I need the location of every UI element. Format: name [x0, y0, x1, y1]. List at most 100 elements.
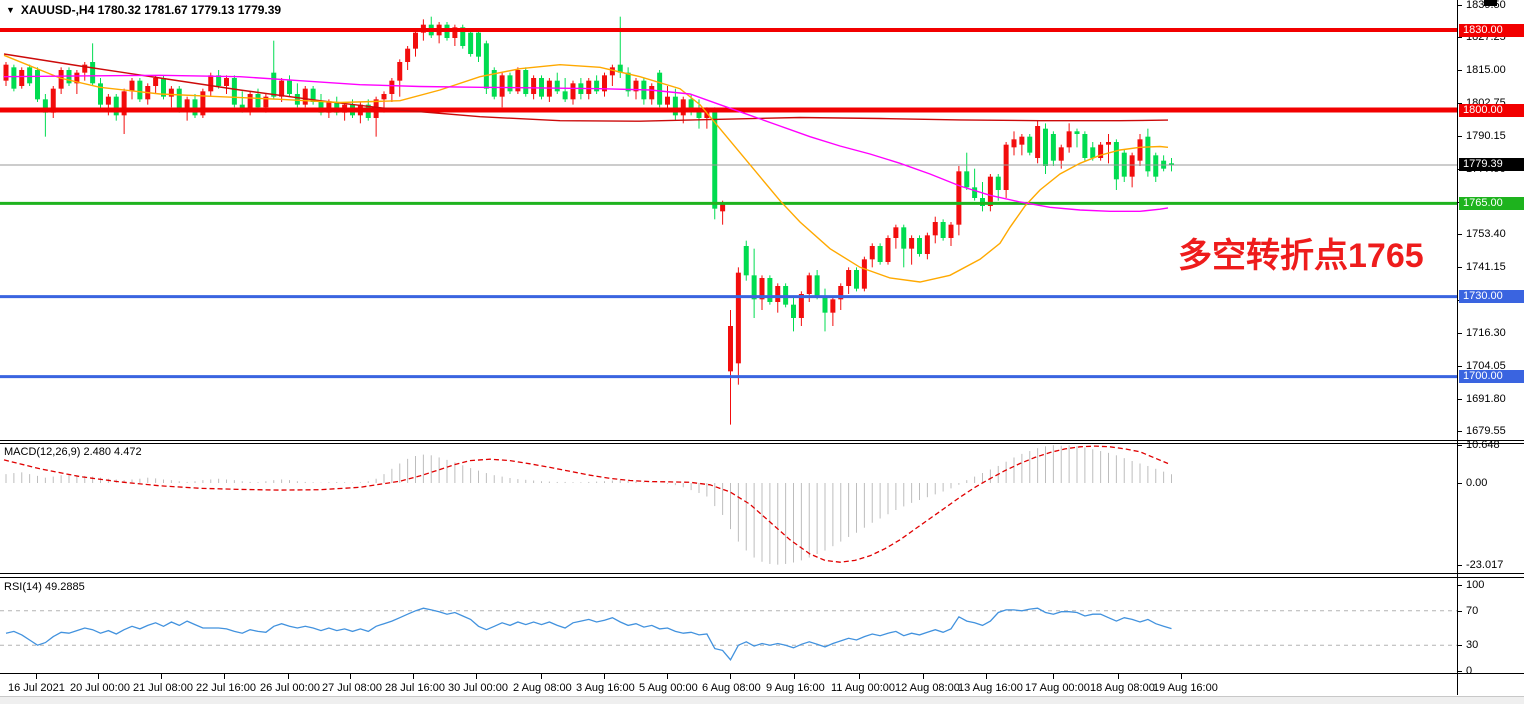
time-axis-label: 21 Jul 08:00 — [133, 682, 193, 694]
candle-body — [562, 91, 568, 100]
time-axis-tick — [794, 674, 795, 679]
candle-body — [302, 88, 308, 105]
candle-body — [3, 64, 9, 81]
candle-body — [964, 171, 970, 188]
time-axis-label: 30 Jul 00:00 — [448, 682, 508, 694]
rsi-axis-tick — [1457, 671, 1462, 672]
price-axis-tick — [1457, 37, 1462, 39]
candle-body — [263, 96, 269, 108]
symbol-quote-line: ▼ XAUUSD-,H4 1780.32 1781.67 1779.13 177… — [6, 3, 281, 17]
time-axis-label: 12 Aug 08:00 — [895, 682, 960, 694]
candle-body — [168, 88, 174, 97]
rsi-axis-tick — [1457, 585, 1462, 586]
candle-body — [649, 86, 655, 100]
candle-body — [531, 78, 537, 94]
time-axis-tick — [1053, 674, 1054, 679]
candle-body — [995, 176, 1001, 190]
ma-red-line — [3, 53, 1169, 122]
candle-body — [735, 272, 741, 364]
candle-body — [987, 176, 993, 206]
candle-body — [806, 275, 812, 294]
candle-body — [1058, 147, 1064, 161]
time-axis-tick — [667, 674, 668, 679]
candle-body — [1011, 139, 1017, 148]
candle-body — [625, 72, 631, 92]
candle-body — [1169, 163, 1174, 165]
price-chart-panel[interactable] — [0, 0, 1457, 443]
candle-body — [50, 88, 56, 113]
macd-axis-tick — [1457, 564, 1462, 566]
candle-body — [822, 296, 828, 313]
panel-separator[interactable] — [0, 577, 1524, 578]
candle-body — [609, 67, 615, 76]
candle-body — [885, 238, 891, 262]
macd-indicator-label: MACD(12,26,9) 2.480 4.472 — [4, 446, 142, 458]
candle-body — [184, 99, 190, 110]
time-axis-tick — [288, 674, 289, 679]
candle-body — [176, 88, 182, 110]
price-axis-line — [1457, 0, 1458, 695]
rsi-line — [5, 607, 1172, 661]
price-level-badge: 1779.39 — [1459, 158, 1524, 172]
candle-body — [814, 275, 820, 297]
symbol-quote-text: XAUUSD-,H4 1780.32 1781.67 1779.13 1779.… — [20, 3, 282, 17]
macd-axis-label: -23.017 — [1466, 558, 1504, 571]
time-axis-label: 16 Jul 2021 — [8, 682, 65, 694]
macd-axis-tick — [1457, 445, 1462, 447]
candle-body — [98, 83, 103, 105]
candle-body — [838, 286, 844, 300]
candle-body — [499, 75, 505, 97]
candle-body — [712, 110, 718, 209]
rsi-axis-label: 100 — [1466, 579, 1485, 591]
candle-body — [1074, 131, 1080, 134]
candle-body — [294, 94, 300, 105]
candle-body — [11, 67, 17, 89]
candle-body — [287, 80, 292, 94]
candle-body — [1129, 155, 1135, 177]
candle-body — [917, 238, 922, 254]
price-axis-label: 1691.80 — [1466, 392, 1506, 405]
candle-body — [696, 110, 702, 118]
symbol-dropdown-caret-icon[interactable]: ▼ — [6, 5, 15, 15]
candle-body — [42, 99, 48, 113]
candle-body — [972, 187, 978, 198]
candle-body — [121, 91, 127, 116]
rsi-axis-label: 70 — [1466, 604, 1479, 617]
time-axis-tick — [98, 674, 99, 679]
price-axis-tick — [1457, 136, 1462, 138]
time-axis-label: 18 Aug 08:00 — [1090, 682, 1155, 694]
candle-body — [153, 78, 159, 86]
candle-body — [791, 304, 796, 318]
time-axis[interactable]: 16 Jul 2021 20 Jul 00:00 21 Jul 08:00 22 Ju… — [0, 674, 1457, 695]
price-axis-tick — [1457, 102, 1462, 104]
candle-body — [82, 64, 88, 73]
macd-axis-label: 0.00 — [1466, 477, 1488, 489]
time-axis-tick — [224, 674, 225, 679]
price-axis-tick — [1457, 4, 1462, 6]
candle-body — [405, 48, 411, 62]
panel-separator[interactable] — [0, 443, 1524, 444]
candle-body — [924, 235, 930, 254]
rsi-indicator-panel[interactable] — [0, 0, 1457, 704]
macd-indicator-panel[interactable] — [0, 0, 1457, 704]
candle-body — [1035, 126, 1041, 158]
candle-body — [113, 96, 119, 116]
panel-separator[interactable] — [0, 673, 1524, 674]
candle-body — [767, 278, 773, 302]
candle-body — [861, 259, 867, 289]
price-axis-label: 1679.55 — [1466, 425, 1506, 438]
rsi-indicator-label: RSI(14) 49.2885 — [4, 581, 85, 593]
panel-separator[interactable] — [0, 440, 1524, 441]
candle-body — [633, 80, 639, 92]
candle-body — [893, 227, 899, 238]
time-axis-label: 3 Aug 16:00 — [576, 682, 635, 694]
candle-body — [334, 102, 340, 113]
candle-body — [318, 102, 324, 113]
price-axis-tick — [1457, 431, 1462, 433]
candle-body — [680, 99, 686, 116]
candle-body — [1066, 131, 1072, 148]
panel-separator[interactable] — [0, 573, 1524, 574]
candle-body — [665, 96, 670, 105]
candle-body — [491, 70, 497, 97]
candle-body — [515, 70, 521, 92]
